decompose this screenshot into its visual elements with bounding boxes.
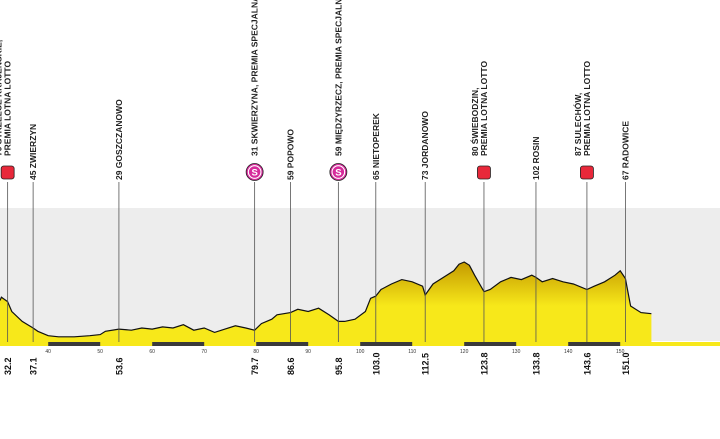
axis-dark-segment (152, 342, 205, 346)
waypoint-name-label: 79 STRZELCE KRAJEŃSKIE, (0, 40, 4, 156)
axis-tick-label: 70 (201, 349, 207, 355)
waypoint-name-label: 67 RADOWICE (620, 121, 630, 180)
axis-dark-segment (568, 342, 621, 346)
waypoint: 65 NIETOPEREK 103.0 (371, 112, 382, 375)
waypoint: 67 RADOWICE 151.0 (620, 121, 631, 375)
waypoint-km-label: 151.0 (621, 352, 631, 375)
axis-track: 40 50 60 70 80 90 100 110 120 130 140 150 (0, 342, 720, 355)
waypoint-km-label: 53.6 (114, 357, 124, 375)
waypoint-km-label: 112.5 (421, 353, 431, 375)
waypoint: 59 POPOWO 86.6 (286, 129, 297, 375)
waypoint-name-label: 45 ZWIERZYN (28, 124, 38, 180)
special-prize-marker-text: S (251, 168, 257, 179)
axis-tick-label: 90 (305, 349, 311, 355)
sprint-marker-icon (580, 165, 594, 180)
waypoint-km-label: 143.6 (582, 352, 592, 375)
waypoint: 79 STRZELCE KRAJEŃSKIE, PREMIA LOTNA LOTT… (0, 40, 15, 375)
waypoint: 80 ŚWIEBODZIN, PREMIA LOTNA LOTTO 123.8 (469, 61, 491, 375)
waypoint-name-label: 29 GOSZCZANOWO (114, 99, 124, 180)
waypoint-name-label: PREMIA LOTNA LOTTO (3, 61, 13, 156)
special-prize-marker-ring (331, 165, 346, 179)
axis-dark-segment (360, 342, 413, 346)
profile-area (0, 262, 652, 342)
waypoint: 87 SULECHÓW, PREMIA LOTNA LOTTO 143.6 (572, 61, 594, 375)
axis-tick-label: 130 (512, 349, 521, 355)
waypoint: 102 ROSIN 133.8 (531, 137, 542, 375)
axis-strip (0, 342, 720, 346)
axis-dark-segment (256, 342, 309, 346)
waypoint-layer: 79 STRZELCE KRAJEŃSKIE, PREMIA LOTNA LOTT… (0, 0, 631, 375)
waypoint-name-label: 73 JORDANOWO (420, 111, 430, 180)
special-prize-marker-ring (247, 165, 262, 179)
axis-tick-label: 140 (564, 349, 573, 355)
waypoint-name-label: 31 SKWIERZYNA, PREMIA SPECJALNA (250, 0, 260, 156)
waypoint: 29 GOSZCZANOWO 53.6 (114, 99, 125, 375)
waypoint: S 31 SKWIERZYNA, PREMIA SPECJALNA 79.7 (245, 0, 264, 375)
waypoint-name-label: 102 ROSIN (531, 137, 541, 180)
sprint-marker-icon (0, 165, 15, 180)
waypoint: 73 JORDANOWO 112.5 (420, 111, 431, 375)
waypoint-km-label: 103.0 (371, 352, 381, 375)
axis-dark-segment (464, 342, 517, 346)
axis-tick-label: 60 (149, 349, 155, 355)
waypoint-km-label: 86.6 (286, 357, 296, 375)
axis-tick-label: 110 (408, 349, 416, 355)
waypoint-name-label: 87 SULECHÓW, (572, 93, 583, 156)
sprint-marker-icon (477, 165, 491, 180)
waypoint-name-label: 59 POPOWO (286, 129, 296, 180)
waypoint-name-label: PREMIA LOTNA LOTTO (479, 61, 489, 156)
axis-dark-segment (48, 342, 101, 346)
axis-tick-label: 120 (460, 349, 469, 355)
waypoint: S 59 MIĘDZYRZECZ, PREMIA SPECJALNA 95.8 (329, 0, 348, 375)
axis-tick-label: 80 (253, 349, 259, 355)
axis-tick-label: 50 (97, 349, 103, 355)
profile-line (0, 261, 652, 338)
axis-tick-label: 40 (45, 349, 51, 355)
waypoint: 45 ZWIERZYN 37.1 (28, 124, 39, 375)
waypoint-km-label: 79.7 (250, 357, 260, 375)
waypoint-name-label: 80 ŚWIEBODZIN, (469, 88, 480, 156)
waypoint-km-label: 133.8 (531, 352, 541, 375)
waypoint-km-label: 32.2 (3, 357, 13, 375)
waypoint-name-label: PREMIA LOTNA LOTTO (582, 61, 592, 156)
waypoint-km-label: 95.8 (334, 357, 344, 375)
waypoint-km-label: 123.8 (479, 352, 489, 375)
axis-tick-label: 150 (616, 349, 625, 355)
special-prize-marker-text: S (335, 168, 341, 179)
waypoint-km-label: 37.1 (29, 357, 39, 375)
waypoint-name-label: 65 NIETOPEREK (371, 112, 381, 180)
axis-tick-label: 100 (356, 349, 365, 355)
waypoint-name-label: 59 MIĘDZYRZECZ, PREMIA SPECJALNA (333, 0, 343, 156)
